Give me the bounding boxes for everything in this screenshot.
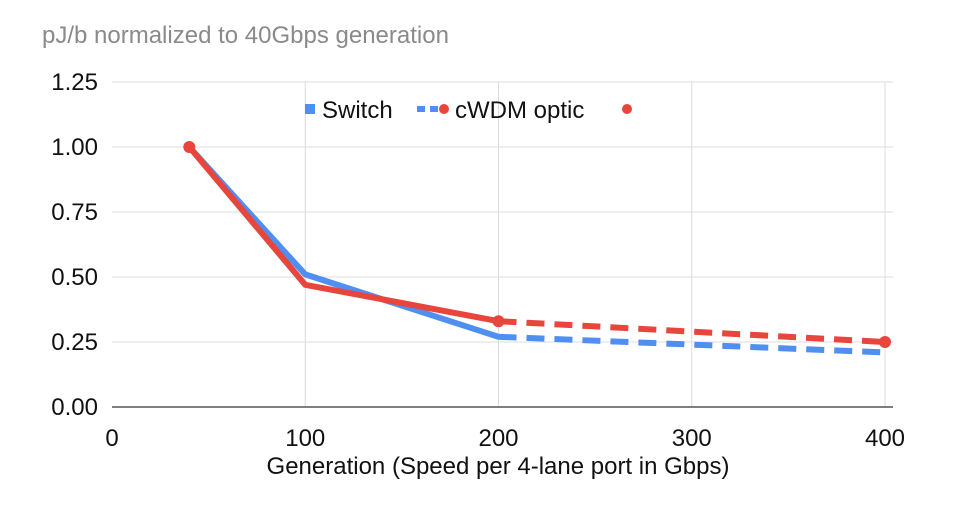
y-tick-label: 0.00 <box>51 394 98 421</box>
series-projection-cwdm-optic <box>498 318 886 345</box>
series-lines <box>183 141 891 356</box>
x-tick-label: 100 <box>285 425 325 452</box>
legend-swatch-switch-dash-1 <box>417 106 425 112</box>
y-tick-label: 0.25 <box>51 329 98 356</box>
series-line-cwdm-optic <box>186 144 502 325</box>
y-tick-label: 1.25 <box>51 69 98 96</box>
data-point-cwdm-optic <box>879 336 891 348</box>
legend-swatch-cwdm-dot <box>622 104 632 114</box>
data-point-cwdm-optic <box>183 141 196 153</box>
legend-swatch-cwdm <box>439 104 449 114</box>
x-tick-label: 0 <box>105 425 118 452</box>
legend-swatch-switch <box>305 104 315 114</box>
chart-title: pJ/b normalized to 40Gbps generation <box>42 22 449 49</box>
x-tick-label: 400 <box>865 425 905 452</box>
y-tick-label: 1.00 <box>51 134 98 161</box>
legend-label-switch: Switch <box>322 97 393 124</box>
gridlines <box>112 81 893 407</box>
x-tick-labels: 0 100 200 300 400 <box>105 425 905 452</box>
legend-label-cwdm: cWDM optic <box>455 97 584 124</box>
data-point-cwdm-optic <box>492 315 505 328</box>
y-tick-label: 0.50 <box>51 264 98 291</box>
y-tick-label: 0.75 <box>51 199 98 226</box>
series-line-switch <box>186 144 502 340</box>
x-axis-title: Generation (Speed per 4-lane port in Gbp… <box>267 453 730 480</box>
x-tick-label: 200 <box>478 425 518 452</box>
legend-swatch-switch-dash-2 <box>430 106 438 112</box>
y-tick-labels: 0.00 0.25 0.50 0.75 1.00 1.25 <box>51 69 98 421</box>
x-tick-label: 300 <box>672 425 712 452</box>
series-projection-switch <box>498 333 886 356</box>
legend: Switch cWDM optic <box>305 97 632 124</box>
